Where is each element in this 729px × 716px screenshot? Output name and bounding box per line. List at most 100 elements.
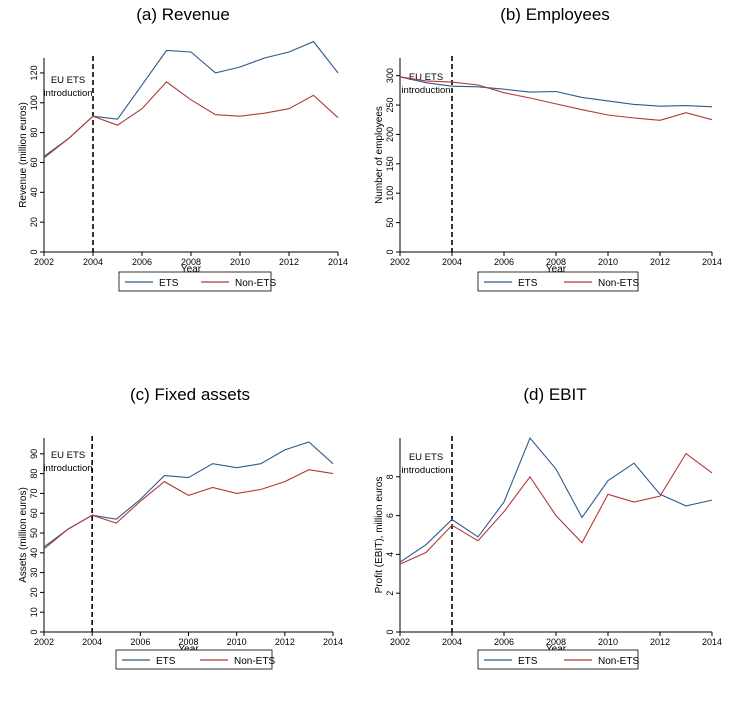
annotation-line-2: introduction	[43, 88, 92, 99]
y-tick-label: 100	[29, 95, 39, 110]
y-tick-label: 300	[385, 68, 395, 83]
x-tick-label: 2010	[598, 637, 618, 647]
x-tick-label: 2010	[598, 257, 618, 267]
x-tick-label: 2010	[227, 637, 247, 647]
y-tick-label: 40	[29, 548, 39, 558]
legend-label-non-ets: Non-ETS	[598, 278, 639, 289]
y-tick-label: 20	[29, 587, 39, 597]
x-tick-label: 2010	[230, 257, 250, 267]
x-tick-label: 2006	[132, 257, 152, 267]
series-line-ets	[43, 40, 339, 157]
y-tick-label: 2	[385, 591, 395, 596]
series-line-non-ets	[399, 76, 713, 121]
y-tick-label: 80	[29, 128, 39, 138]
y-tick-label: 200	[385, 127, 395, 142]
x-tick-label: 2002	[34, 257, 54, 267]
annotation-line-1: EU ETS	[51, 75, 85, 86]
x-tick-label: 2012	[279, 257, 299, 267]
x-tick-label: 2004	[82, 637, 102, 647]
x-tick-label: 2004	[442, 637, 462, 647]
annotation-line-2: introduction	[43, 463, 92, 474]
y-axis-label: Number of employees	[374, 106, 385, 204]
series-line-non-ets	[43, 81, 339, 159]
legend: ETS Non-ETS	[477, 649, 639, 670]
annotation-line-1: EU ETS	[409, 452, 443, 463]
legend: ETS Non-ETS	[118, 271, 276, 292]
chart-title: (d) EBIT	[523, 385, 586, 404]
annotation-line-2: introduction	[401, 85, 450, 96]
y-axis-label: Assets (million euros)	[18, 487, 29, 583]
y-axis-label: Revenue (million euros)	[18, 102, 29, 208]
y-tick-label: 6	[385, 513, 395, 518]
y-tick-label: 50	[385, 218, 395, 228]
y-tick-label: 100	[385, 186, 395, 201]
y-tick-label: 0	[385, 629, 395, 634]
x-tick-label: 2006	[494, 257, 514, 267]
x-axis-label: Year	[546, 264, 567, 275]
x-tick-label: 2006	[494, 637, 514, 647]
chart-title: (a) Revenue	[136, 5, 230, 24]
legend-label-ets: ETS	[518, 656, 538, 667]
x-tick-label: 2012	[275, 637, 295, 647]
x-tick-label: 2002	[390, 637, 410, 647]
y-tick-label: 60	[29, 157, 39, 167]
legend-box	[477, 649, 639, 670]
y-tick-label: 0	[29, 249, 39, 254]
annotation-line-2: introduction	[401, 465, 450, 476]
y-tick-label: 50	[29, 528, 39, 538]
series-line-ets	[43, 441, 334, 548]
legend-label-non-ets: Non-ETS	[234, 656, 275, 667]
x-tick-label: 2006	[130, 637, 150, 647]
x-tick-label: 2014	[702, 257, 722, 267]
legend: ETS Non-ETS	[477, 271, 639, 292]
annotation-line-1: EU ETS	[51, 450, 85, 461]
series-line-ets	[399, 76, 713, 108]
x-tick-label: 2014	[702, 637, 722, 647]
x-axis-label: Year	[546, 644, 567, 655]
y-tick-label: 90	[29, 449, 39, 459]
y-tick-label: 250	[385, 98, 395, 113]
x-tick-label: 2008	[178, 637, 198, 647]
x-axis-label: Year	[178, 644, 199, 655]
x-tick-label: 2008	[546, 637, 566, 647]
chart-panel-2: (b) Employees 2002 2004 2006 2008 2010 2012 201…	[374, 5, 722, 292]
y-tick-label: 120	[29, 65, 39, 80]
series-line-non-ets	[43, 469, 334, 550]
y-tick-label: 0	[385, 249, 395, 254]
y-tick-label: 40	[29, 187, 39, 197]
x-tick-label: 2004	[442, 257, 462, 267]
legend-box	[115, 649, 273, 670]
chart-title: (c) Fixed assets	[130, 385, 250, 404]
chart-panel-1: (a) Revenue 2002 2004 2006 2008 2010 2012 2014 Y…	[18, 5, 348, 292]
x-tick-label: 2014	[328, 257, 348, 267]
y-tick-label: 20	[29, 217, 39, 227]
x-tick-label: 2008	[546, 257, 566, 267]
chart-title: (b) Employees	[500, 5, 610, 24]
y-tick-label: 80	[29, 469, 39, 479]
legend-label-non-ets: Non-ETS	[235, 278, 276, 289]
legend-box	[477, 271, 639, 292]
legend-label-ets: ETS	[518, 278, 538, 289]
series-line-ets	[399, 436, 713, 563]
series-line-non-ets	[399, 452, 713, 565]
x-tick-label: 2002	[390, 257, 410, 267]
legend-label-non-ets: Non-ETS	[598, 656, 639, 667]
legend-label-ets: ETS	[156, 656, 176, 667]
y-tick-label: 0	[29, 629, 39, 634]
legend: ETS Non-ETS	[115, 649, 275, 670]
y-tick-label: 10	[29, 607, 39, 617]
y-tick-label: 8	[385, 474, 395, 479]
legend-label-ets: ETS	[159, 278, 179, 289]
x-axis-label: Year	[181, 264, 202, 275]
y-tick-label: 70	[29, 488, 39, 498]
x-tick-label: 2008	[181, 257, 201, 267]
y-axis-label: Profit (EBIT), million euros	[374, 477, 385, 594]
x-tick-label: 2004	[83, 257, 103, 267]
y-tick-label: 150	[385, 156, 395, 171]
legend-box	[118, 271, 272, 292]
x-tick-label: 2012	[650, 637, 670, 647]
y-tick-label: 60	[29, 508, 39, 518]
y-tick-label: 30	[29, 568, 39, 578]
